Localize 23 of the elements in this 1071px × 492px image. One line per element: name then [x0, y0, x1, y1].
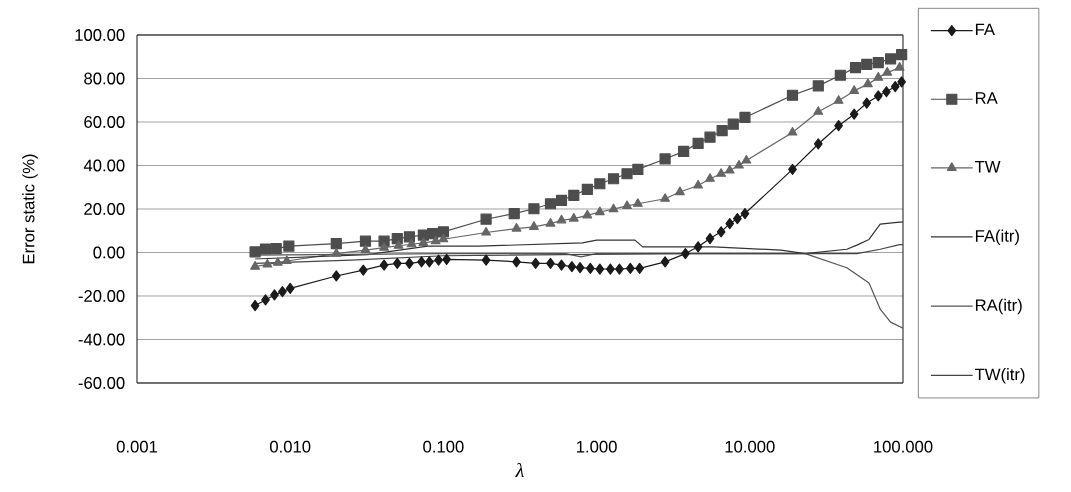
y-tick-label: 0.00 [93, 246, 125, 259]
y-tick-label: -20.00 [78, 290, 125, 302]
legend-label: TW(itr) [974, 368, 1025, 384]
y-tick-label: 80.00 [84, 72, 125, 85]
x-tick-label: 0.001 [116, 440, 158, 453]
y-tick-label: 20.00 [84, 203, 125, 215]
legend-label: RA(itr) [975, 298, 1022, 315]
legend-label: FA [975, 23, 995, 36]
x-tick-label: 1.000 [577, 440, 617, 453]
x-tick-label: 10.000 [725, 440, 775, 453]
y-tick-label: -60.00 [78, 377, 125, 389]
y-tick-label: 60.00 [84, 116, 125, 128]
x-tick-label: 0.100 [423, 440, 464, 453]
y-tick-label: 100.00 [75, 29, 125, 41]
y-axis-title: Error static (%) [22, 154, 38, 264]
x-axis-title: λ [515, 462, 524, 478]
y-tick-label: -40.00 [78, 333, 125, 346]
y-tick-label: 40.00 [83, 159, 125, 172]
legend-label: RA [975, 92, 998, 104]
x-tick-label: 100.000 [874, 440, 933, 453]
legend-label: FA(itr) [975, 229, 1019, 246]
x-tick-label: 0.010 [270, 440, 311, 453]
legend-label: TW [974, 160, 1001, 173]
